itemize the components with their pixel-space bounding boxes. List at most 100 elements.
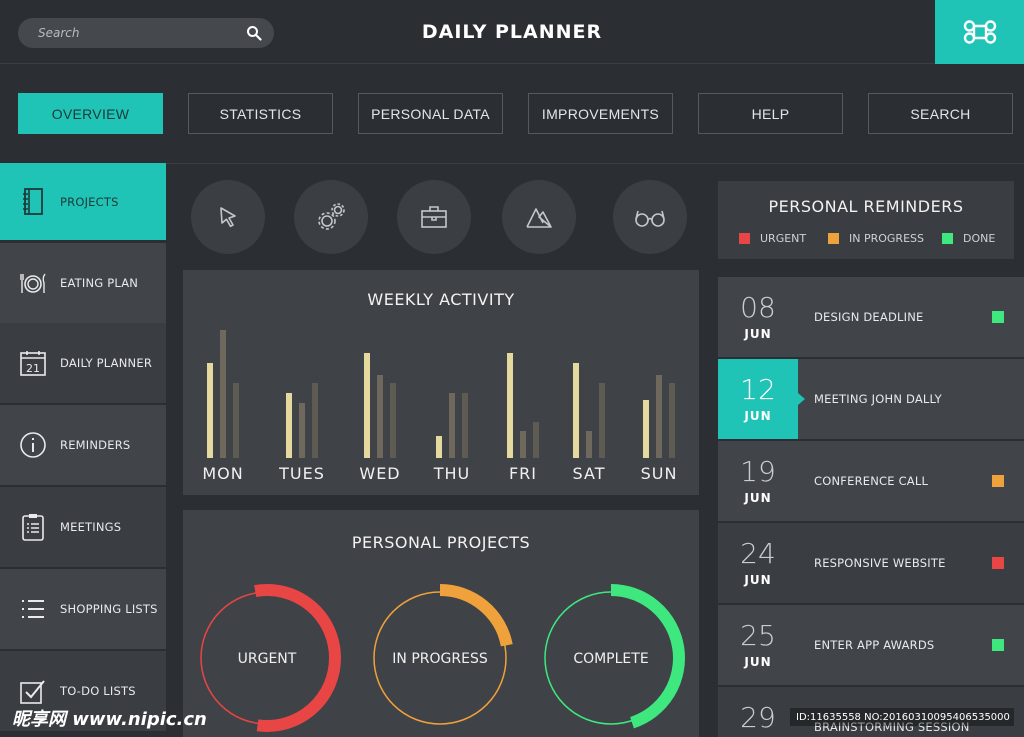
divider (0, 163, 1024, 164)
reminder-day: 19 (740, 455, 776, 488)
glasses-icon (635, 210, 665, 227)
project-rings: URGENT IN PROGRESS COMPLETE (200, 584, 685, 732)
tab-improvements[interactable]: IMPROVEMENTS (528, 93, 673, 134)
tick-label-tues: TUES (278, 464, 325, 483)
mountain-icon (526, 208, 552, 228)
bar-sun-2 (669, 383, 675, 458)
bar-tues-1 (299, 403, 305, 458)
ring-label: COMPLETE (573, 651, 648, 667)
clipboard-icon (18, 512, 48, 542)
bar-wed-0 (364, 353, 370, 458)
bar-sat-2 (599, 383, 605, 458)
reminder-item[interactable]: 29JUN BRAINSTORMING SESSION (718, 687, 1024, 737)
sidebar-item-label: PROJECTS (60, 194, 119, 209)
command-icon (963, 20, 996, 44)
reminder-item[interactable]: 24 JUN RESPONSIVE WEBSITE (718, 523, 1024, 603)
mountain-tool-button[interactable] (502, 180, 576, 254)
command-button[interactable] (935, 0, 1024, 64)
sidebar-item-reminders[interactable]: REMINDERS (0, 405, 166, 485)
bar-wed-1 (377, 375, 383, 458)
ring-progress-in-progress (439, 584, 513, 647)
bar-thu-1 (449, 393, 455, 458)
ring-label: URGENT (238, 651, 297, 667)
bar-sat-0 (573, 363, 579, 458)
calendar-icon: 21 (18, 348, 48, 378)
tick-label-thu: THU (433, 464, 471, 483)
ring-progress-urgent (254, 584, 341, 732)
personal-projects-panel: PERSONAL PROJECTS URGENT IN PROGRESS COMPL… (183, 510, 699, 737)
reminder-date: 08 JUN (718, 277, 798, 357)
legend-label: DONE (963, 232, 996, 245)
status-badge (992, 557, 1004, 569)
reminder-text: DESIGN DEADLINE (814, 310, 924, 324)
reminder-item[interactable]: 19 JUN CONFERENCE CALL (718, 441, 1024, 521)
checkbox-icon (18, 676, 48, 706)
search-placeholder: Search (38, 26, 80, 40)
plate-icon (18, 268, 48, 298)
briefcase-icon (421, 206, 447, 228)
sidebar-item-daily-planner[interactable]: 21 DAILY PLANNER (0, 323, 166, 403)
reminder-month: JUN (744, 409, 772, 423)
bar-mon-0 (207, 363, 213, 458)
bar-fri-2 (533, 422, 539, 458)
tick-label-sun: SUN (641, 464, 678, 483)
tab-statistics[interactable]: STATISTICS (188, 93, 333, 134)
sidebar-item-label: MEETINGS (60, 520, 122, 534)
search-input[interactable]: Search (18, 18, 274, 48)
reminder-day: 08 (740, 291, 776, 324)
reminder-date: 24 JUN (718, 523, 798, 603)
sidebar-item-to-do-lists[interactable]: TO-DO LISTS (0, 651, 166, 731)
reminder-month: JUN (744, 491, 772, 505)
sidebar-item-projects[interactable]: PROJECTS (0, 163, 166, 240)
watermark-id: ID:11635558 NO:20160310095406535000 (790, 708, 1014, 726)
tab-search[interactable]: SEARCH (868, 93, 1013, 134)
tick-label-sat: SAT (573, 464, 606, 483)
reminder-date: 29JUN (718, 687, 798, 737)
reminder-item[interactable]: 25 JUN ENTER APP AWARDS (718, 605, 1024, 685)
sidebar-item-label: REMINDERS (60, 438, 131, 452)
weekly-activity-chart: MON TUES WED THU FRI SAT SUN (202, 330, 678, 483)
sidebar-item-eating-plan[interactable]: EATING PLAN (0, 243, 166, 323)
sidebar-item-label: SHOPPING LISTS (60, 602, 158, 616)
list-icon (18, 594, 48, 624)
active-pointer-icon (798, 393, 805, 405)
legend-swatch-urgent (739, 233, 750, 244)
reminder-month: JUN (744, 573, 772, 587)
ring-label: IN PROGRESS (392, 651, 488, 667)
tab-overview[interactable]: OVERVIEW (18, 93, 163, 134)
legend-done: DONE (942, 232, 995, 245)
notebook-icon (18, 187, 48, 217)
tick-label-mon: MON (202, 464, 243, 483)
reminder-date: 12 JUN (718, 359, 798, 439)
sidebar-item-meetings[interactable]: MEETINGS (0, 487, 166, 567)
reminder-date: 25 JUN (718, 605, 798, 685)
settings-tool-button[interactable] (294, 180, 368, 254)
info-icon (18, 430, 48, 460)
reminder-month: JUN (744, 327, 772, 341)
reminder-day: 25 (740, 619, 776, 652)
weekly-activity-panel: WEEKLY ACTIVITY MON TUES WED THU FRI SAT SUN (183, 270, 699, 495)
reminder-item[interactable]: 08 JUN DESIGN DEADLINE (718, 277, 1024, 357)
sidebar-item-label: EATING PLAN (60, 276, 139, 290)
legend-label: URGENT (760, 232, 807, 245)
bar-fri-0 (507, 353, 513, 458)
tab-help[interactable]: HELP (698, 93, 843, 134)
cursor-tool-button[interactable] (191, 180, 265, 254)
status-badge (992, 475, 1004, 487)
tick-label-wed: WED (359, 464, 400, 483)
reminder-text: ENTER APP AWARDS (814, 638, 935, 652)
briefcase-tool-button[interactable] (397, 180, 471, 254)
search-icon[interactable] (246, 25, 262, 41)
sidebar-item-shopping-lists[interactable]: SHOPPING LISTS (0, 569, 166, 649)
status-badge (992, 311, 1004, 323)
glasses-tool-button[interactable] (613, 180, 687, 254)
weekly-activity-title: WEEKLY ACTIVITY (367, 290, 515, 309)
tab-personal-data[interactable]: PERSONAL DATA (358, 93, 503, 134)
bar-wed-2 (390, 383, 396, 458)
sidebar-item-label: DAILY PLANNER (60, 356, 153, 370)
page-title: DAILY PLANNER (421, 21, 603, 43)
reminder-item[interactable]: 12 JUN MEETING JOHN DALLY (718, 359, 1024, 439)
reminder-text: BRAINSTORMING SESSION (814, 720, 970, 734)
bar-mon-1 (220, 330, 226, 458)
cursor-icon (220, 207, 236, 228)
